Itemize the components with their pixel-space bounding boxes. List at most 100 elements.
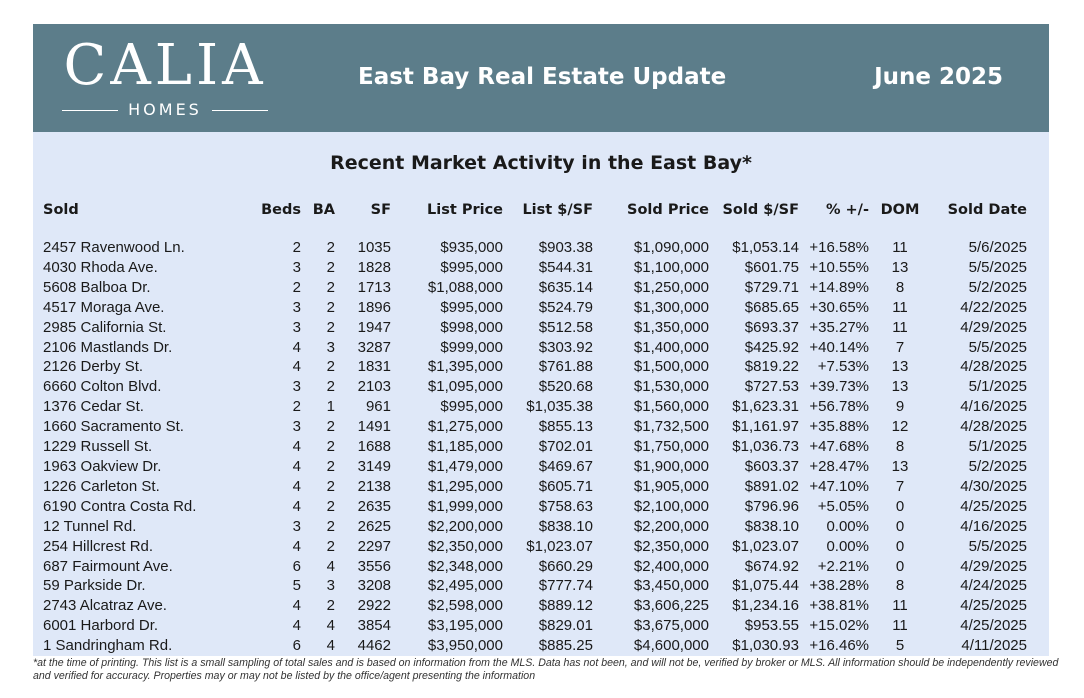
cell-sold-price-per-sf: $425.92 — [744, 338, 799, 356]
cell-baths: 2 — [326, 239, 335, 256]
column-header-sold-date: Sold Date — [947, 202, 1027, 218]
cell-sold-price: $2,400,000 — [633, 557, 709, 575]
cell-beds: 3 — [292, 517, 301, 535]
cell-list-price-per-sf: $903.38 — [538, 239, 593, 256]
cell-sold-date: 4/25/2025 — [960, 597, 1027, 615]
cell-list-price-per-sf: $855.13 — [538, 418, 593, 436]
cell-days-on-market: 13 — [891, 258, 909, 276]
cell-sold-price-per-sf: $1,023.07 — [732, 537, 799, 555]
table-body: 2457 Ravenwood Ln. 2 2 1035 $935,000 $903.38 $… — [41, 238, 1029, 656]
logo-subtitle: HOMES — [128, 100, 202, 119]
cell-square-feet: 1896 — [357, 298, 391, 316]
cell-address: 687 Fairmount Ave. — [43, 557, 173, 575]
column-header-list-price: List Price — [427, 202, 503, 218]
cell-beds: 3 — [292, 378, 301, 396]
cell-sold-date: 4/28/2025 — [960, 418, 1027, 436]
table-row: 6660 Colton Blvd. 3 2 2103 $1,095,000 $520.68… — [41, 377, 1029, 397]
calia-homes-logo: CALIA HOMES — [55, 34, 275, 120]
cell-baths: 2 — [326, 278, 335, 296]
cell-baths: 2 — [326, 418, 335, 436]
cell-percent-change: +16.46% — [809, 637, 869, 655]
cell-days-on-market: 11 — [892, 597, 908, 615]
cell-square-feet: 4462 — [357, 637, 391, 655]
cell-address: 2106 Mastlands Dr. — [43, 338, 173, 356]
cell-sold-price-per-sf: $891.02 — [744, 477, 799, 495]
cell-beds: 4 — [292, 537, 301, 555]
cell-beds: 6 — [292, 637, 301, 655]
cell-percent-change: +40.14% — [809, 338, 869, 356]
cell-address: 59 Parkside Dr. — [43, 577, 146, 595]
cell-percent-change: +35.27% — [809, 318, 869, 336]
cell-list-price-per-sf: $1,023.07 — [526, 537, 593, 555]
cell-sold-price: $2,350,000 — [633, 537, 709, 555]
market-activity-panel: Recent Market Activity in the East Bay* … — [33, 132, 1049, 656]
table-row: 6001 Harbord Dr. 4 4 3854 $3,195,000 $829.01 $… — [41, 616, 1029, 636]
cell-square-feet: 1688 — [357, 438, 391, 456]
cell-sold-price-per-sf: $727.53 — [744, 378, 799, 396]
cell-sold-date: 5/5/2025 — [968, 258, 1027, 276]
cell-percent-change: +35.88% — [809, 418, 869, 436]
cell-sold-price-per-sf: $1,036.73 — [732, 438, 799, 456]
cell-beds: 5 — [292, 577, 301, 595]
column-header-sold: Sold — [43, 202, 79, 218]
cell-list-price: $2,598,000 — [427, 597, 503, 615]
cell-sold-date: 5/5/2025 — [968, 537, 1027, 555]
cell-square-feet: 1828 — [357, 258, 391, 276]
cell-sold-price-per-sf: $1,623.31 — [732, 398, 799, 416]
cell-sold-date: 4/16/2025 — [960, 398, 1027, 416]
cell-sold-date: 5/2/2025 — [968, 278, 1027, 296]
cell-beds: 4 — [292, 477, 301, 495]
cell-sold-date: 5/6/2025 — [968, 239, 1027, 256]
cell-list-price-per-sf: $1,035.38 — [526, 398, 593, 416]
cell-beds: 4 — [292, 457, 301, 475]
cell-square-feet: 2103 — [357, 378, 391, 396]
table-row: 4030 Rhoda Ave. 3 2 1828 $995,000 $544.31 $1,1… — [41, 258, 1029, 278]
cell-sold-price: $1,905,000 — [633, 477, 709, 495]
table-row: 1660 Sacramento St. 3 2 1491 $1,275,000 $855.… — [41, 417, 1029, 437]
cell-percent-change: +5.05% — [817, 497, 869, 515]
cell-list-price-per-sf: $660.29 — [538, 557, 593, 575]
cell-sold-price-per-sf: $1,030.93 — [732, 637, 799, 655]
cell-list-price: $1,185,000 — [427, 438, 503, 456]
cell-baths: 2 — [326, 318, 335, 336]
cell-sold-date: 4/16/2025 — [960, 517, 1027, 535]
cell-list-price: $995,000 — [440, 398, 503, 416]
cell-address: 12 Tunnel Rd. — [43, 517, 137, 535]
cell-sold-date: 4/11/2025 — [961, 637, 1027, 655]
cell-percent-change: +38.28% — [809, 577, 869, 595]
cell-sold-price-per-sf: $796.96 — [744, 497, 799, 515]
report-title: East Bay Real Estate Update — [358, 64, 727, 90]
sales-table: Sold Beds BA SF List Price List $/SF Sol… — [41, 202, 1029, 656]
disclaimer-footnote: *at the time of printing. This list is a… — [33, 657, 1059, 682]
cell-days-on-market: 11 — [892, 239, 908, 256]
table-row: 6190 Contra Costa Rd. 4 2 2635 $1,999,000 $75… — [41, 497, 1029, 517]
cell-list-price: $2,200,000 — [427, 517, 503, 535]
cell-list-price-per-sf: $520.68 — [538, 378, 593, 396]
logo-wordmark: CALIA — [63, 33, 267, 98]
table-row: 2457 Ravenwood Ln. 2 2 1035 $935,000 $903.38 $… — [41, 238, 1029, 258]
cell-baths: 2 — [326, 497, 335, 515]
cell-percent-change: +47.68% — [809, 438, 869, 456]
cell-percent-change: 0.00% — [826, 537, 869, 555]
cell-square-feet: 3556 — [357, 557, 391, 575]
cell-sold-price: $1,400,000 — [633, 338, 709, 356]
column-header-sf: SF — [370, 202, 391, 218]
cell-square-feet: 3287 — [357, 338, 391, 356]
cell-sold-price-per-sf: $838.10 — [744, 517, 799, 535]
cell-sold-price-per-sf: $819.22 — [744, 358, 799, 376]
table-row: 4517 Moraga Ave. 3 2 1896 $995,000 $524.79 $1,… — [41, 298, 1029, 318]
table-row: 254 Hillcrest Rd. 4 2 2297 $2,350,000 $1,023.… — [41, 537, 1029, 557]
cell-sold-price-per-sf: $693.37 — [744, 318, 799, 336]
cell-list-price: $2,350,000 — [427, 537, 503, 555]
cell-percent-change: +39.73% — [809, 378, 869, 396]
cell-list-price-per-sf: $761.88 — [538, 358, 593, 376]
cell-baths: 4 — [326, 557, 335, 575]
cell-days-on-market: 9 — [895, 398, 905, 416]
cell-sold-date: 4/22/2025 — [960, 298, 1027, 316]
cell-days-on-market: 0 — [895, 557, 905, 575]
cell-list-price: $1,095,000 — [427, 378, 503, 396]
cell-days-on-market: 7 — [895, 477, 905, 495]
table-row: 59 Parkside Dr. 5 3 3208 $2,495,000 $777.74 $3… — [41, 576, 1029, 596]
cell-baths: 2 — [326, 537, 335, 555]
cell-beds: 2 — [292, 278, 301, 296]
